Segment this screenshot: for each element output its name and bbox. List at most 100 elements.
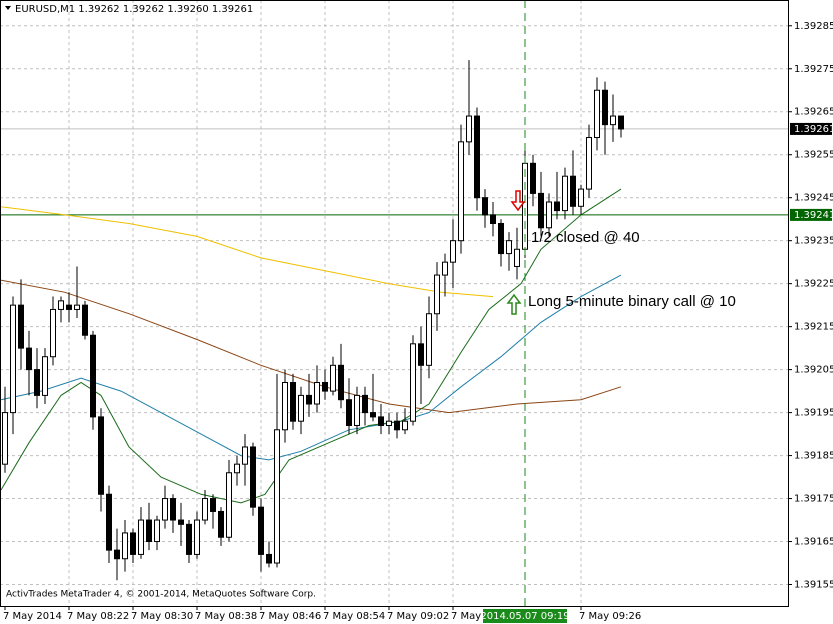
y-tick-label: 1.39265 — [794, 107, 833, 118]
y-tick-label: 1.39285 — [794, 21, 833, 32]
candle-body — [282, 382, 288, 431]
x-tick-label: 7 May 2014 — [3, 611, 62, 622]
y-tick-label: 1.39205 — [794, 365, 833, 376]
price-label-bg — [790, 122, 832, 135]
close-arrow — [510, 190, 526, 212]
candle-body — [74, 304, 80, 310]
candle-body — [482, 197, 488, 216]
footer: ActivTrades MetaTrader 4, © 2001-2014, M… — [6, 590, 316, 600]
candle-body — [330, 364, 336, 392]
candle-body — [154, 519, 160, 543]
candle-body — [442, 261, 448, 276]
candle-body — [226, 472, 232, 538]
candle-body — [386, 420, 392, 426]
candle-body — [594, 89, 600, 139]
candle-body — [554, 201, 560, 212]
candle-body — [514, 248, 520, 267]
x-tick-label: 7 May 09:02 — [387, 611, 449, 622]
candle-body — [410, 343, 416, 422]
candle-body — [450, 240, 456, 263]
candle-body — [466, 115, 472, 143]
candle-body — [34, 369, 40, 396]
candle-body — [362, 394, 368, 414]
candle-body — [258, 506, 264, 555]
candle-body — [618, 115, 624, 130]
candle-body — [106, 493, 112, 551]
candle-body — [506, 240, 512, 255]
candle-body — [586, 137, 592, 190]
candle-body — [434, 274, 440, 315]
candle-body — [426, 313, 432, 366]
y-tick-label: 1.39195 — [794, 408, 833, 419]
candle-body — [162, 498, 168, 521]
candle-body — [418, 343, 424, 366]
y-tick-label: 1.39235 — [794, 236, 833, 247]
candle-body — [10, 304, 16, 414]
candle-body — [66, 304, 72, 310]
price-label: 1.39241 — [794, 210, 833, 221]
y-tick-label: 1.39155 — [794, 580, 833, 591]
candle-body — [218, 510, 224, 538]
candle-body — [530, 162, 536, 194]
candle-body — [578, 188, 584, 207]
x-tick-label: 7 May 09:26 — [579, 611, 641, 622]
candle-body — [546, 201, 552, 229]
candle-body — [338, 364, 344, 401]
candle-body — [58, 300, 64, 310]
y-tick-label: 1.39275 — [794, 64, 833, 75]
candle-body — [114, 549, 120, 560]
crosshair-label: 2014.05.07 09:19 — [480, 611, 569, 622]
candle-body — [610, 115, 616, 126]
y-tick-label: 1.39185 — [794, 451, 833, 462]
candle-body — [570, 175, 576, 207]
annotation: 1/2 closed @ 40 — [531, 229, 640, 246]
candle-body — [298, 394, 304, 422]
candle-body — [538, 192, 544, 229]
y-tick-label: 1.39245 — [794, 193, 833, 204]
candle-body — [194, 519, 200, 555]
candle-body — [490, 214, 496, 224]
candle-body — [250, 446, 256, 508]
candle-body — [178, 519, 184, 525]
x-tick-label: 7 May 08:22 — [67, 611, 129, 622]
moving-average — [0, 274, 622, 461]
candle-body — [498, 222, 504, 255]
candle-body — [458, 141, 464, 242]
x-tick-label: 7 May 08:54 — [323, 611, 385, 622]
candle-body — [234, 463, 240, 474]
candles — [2, 60, 624, 581]
candle-body — [314, 382, 320, 405]
y-tick-label: 1.39255 — [794, 150, 833, 161]
candle-body — [274, 429, 280, 564]
x-tick-label: 7 May 08:46 — [259, 611, 321, 622]
plot-border — [0, 0, 789, 607]
crosshair-label-bg — [483, 609, 567, 623]
y-tick-label: 1.39165 — [794, 537, 833, 548]
candle-body — [90, 334, 96, 418]
candle-body — [474, 115, 480, 199]
chart-title: EURUSD,M1 1.39262 1.39262 1.39260 1.3926… — [15, 4, 253, 15]
y-tick-label: 1.39225 — [794, 279, 833, 290]
candle-body — [346, 399, 352, 426]
candle-body — [82, 304, 88, 336]
top-layer: 1.39261 1.39241 2014.05.07 09:19 — [480, 0, 833, 623]
candle-body — [2, 412, 8, 465]
candle-body — [354, 394, 360, 426]
menu-arrow — [5, 6, 11, 10]
price-label: 1.39261 — [794, 124, 833, 135]
candle-body — [562, 175, 568, 212]
candle-body — [186, 523, 192, 555]
y-tick-label: 1.39215 — [794, 322, 833, 333]
candle-body — [322, 382, 328, 392]
candle-body — [18, 304, 24, 349]
candle-body — [290, 382, 296, 422]
candle-body — [210, 498, 216, 512]
x-tick-label: 7 May 08:30 — [131, 611, 193, 622]
candle-body — [242, 446, 248, 465]
x-tick-label: 7 May 09:10 — [451, 611, 513, 622]
candle-body — [378, 416, 384, 426]
candle-body — [98, 416, 104, 495]
candle-body — [138, 519, 144, 555]
